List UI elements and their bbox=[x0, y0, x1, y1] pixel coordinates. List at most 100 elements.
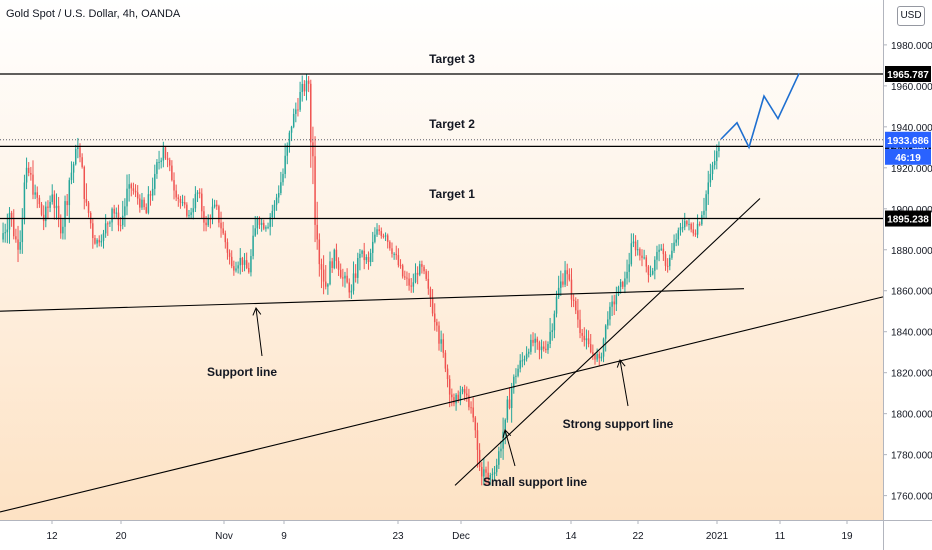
projection-path[interactable] bbox=[720, 73, 800, 150]
candles-layer bbox=[2, 73, 720, 486]
y-tick-label: 1820.000 bbox=[891, 369, 932, 380]
candle-body bbox=[30, 173, 32, 175]
candle-body bbox=[327, 284, 329, 287]
candle-body bbox=[201, 193, 203, 212]
candle-body bbox=[260, 222, 263, 225]
candle-body bbox=[410, 285, 412, 287]
trendline[interactable] bbox=[454, 198, 761, 486]
candle-body bbox=[66, 201, 68, 206]
candle-body bbox=[581, 333, 583, 336]
candle-body bbox=[252, 235, 254, 257]
candle-body bbox=[151, 188, 154, 196]
annotation-label: Target 1 bbox=[429, 187, 475, 201]
candle-body bbox=[248, 268, 250, 273]
price-axis[interactable]: 1760.000 1780.000 1800.000 1820.000 1840.000… bbox=[883, 41, 932, 503]
time-axis[interactable]: 12 20 Nov 9 23 Dec 14 22 2021 11 19 bbox=[46, 520, 853, 542]
candle-body bbox=[329, 261, 331, 285]
candle-body bbox=[585, 338, 588, 341]
candle-body bbox=[190, 212, 192, 215]
candle-body bbox=[27, 167, 30, 174]
candle-body bbox=[297, 109, 299, 111]
candle-body bbox=[74, 148, 77, 165]
candle-body bbox=[96, 239, 98, 244]
x-tick-label: 19 bbox=[841, 531, 853, 542]
candle-body bbox=[233, 266, 235, 271]
candle-body bbox=[198, 192, 201, 194]
candle-body bbox=[40, 204, 43, 215]
candle-body bbox=[277, 192, 280, 198]
level-price-label: 1965.787 bbox=[887, 70, 929, 81]
currency-button[interactable]: USD bbox=[897, 6, 925, 26]
candle-body bbox=[175, 190, 177, 198]
candle-body bbox=[241, 257, 244, 265]
candle-body bbox=[444, 352, 447, 369]
candle-body bbox=[109, 222, 111, 224]
candle-body bbox=[639, 249, 641, 256]
candle-body bbox=[545, 348, 547, 351]
candle-body bbox=[310, 83, 312, 143]
candle-body bbox=[675, 239, 677, 243]
candle-body bbox=[359, 253, 361, 258]
trendline[interactable] bbox=[0, 288, 745, 312]
candle-body bbox=[622, 281, 624, 287]
annotation-label: Support line bbox=[207, 365, 277, 379]
candle-body bbox=[374, 234, 376, 242]
candle-body bbox=[551, 330, 554, 332]
candle-body bbox=[534, 338, 536, 343]
candle-body bbox=[305, 80, 308, 92]
candle-body bbox=[433, 313, 436, 323]
candle-body bbox=[630, 243, 633, 265]
candle-body bbox=[378, 229, 380, 232]
candle-body bbox=[136, 192, 139, 199]
candle-body bbox=[335, 249, 338, 262]
candle-body bbox=[17, 239, 19, 250]
candle-body bbox=[536, 338, 539, 343]
candle-body bbox=[8, 212, 11, 230]
candle-body bbox=[577, 310, 579, 320]
candle-body bbox=[495, 464, 498, 473]
candle-body bbox=[284, 155, 286, 174]
candle-body bbox=[598, 354, 601, 359]
candle-body bbox=[36, 192, 39, 198]
candle-body bbox=[299, 92, 301, 110]
candle-body bbox=[619, 281, 622, 287]
trendline[interactable] bbox=[0, 296, 884, 513]
candle-body bbox=[679, 227, 682, 231]
candle-body bbox=[53, 194, 56, 209]
candle-body bbox=[47, 206, 49, 208]
candle-body bbox=[320, 264, 323, 270]
candle-body bbox=[472, 407, 474, 418]
candle-body bbox=[134, 190, 137, 193]
candle-body bbox=[613, 301, 615, 305]
candle-body bbox=[566, 270, 568, 275]
level-price-label-bg bbox=[885, 65, 931, 82]
candle-body bbox=[718, 147, 720, 152]
candle-body bbox=[205, 222, 207, 226]
candle-body bbox=[4, 232, 6, 234]
candle-body bbox=[564, 270, 566, 285]
candle-body bbox=[68, 180, 71, 206]
candle-body bbox=[414, 272, 417, 283]
candle-body bbox=[397, 255, 400, 266]
candle-body bbox=[389, 241, 391, 249]
candle-body bbox=[466, 393, 468, 396]
candle-body bbox=[171, 165, 173, 181]
candle-body bbox=[468, 395, 470, 408]
candle-body bbox=[25, 167, 28, 183]
candle-body bbox=[538, 342, 541, 351]
candle-body bbox=[211, 206, 214, 220]
candle-body bbox=[632, 241, 635, 244]
candle-body bbox=[688, 223, 690, 225]
candle-body bbox=[194, 194, 197, 209]
candle-body bbox=[395, 253, 398, 256]
candle-body bbox=[220, 222, 222, 229]
candle-body bbox=[312, 142, 314, 157]
candle-body bbox=[64, 201, 66, 227]
candle-body bbox=[470, 407, 472, 409]
bar-countdown-label: 46:19 bbox=[895, 153, 921, 164]
level-price-label-bg bbox=[885, 210, 931, 227]
candle-body bbox=[562, 281, 564, 285]
candle-body bbox=[694, 233, 697, 235]
candle-body bbox=[419, 264, 421, 275]
